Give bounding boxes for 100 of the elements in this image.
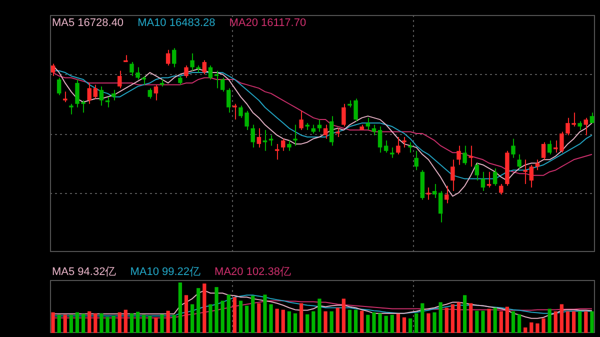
bar [408, 318, 412, 333]
bar [69, 314, 74, 333]
bar [493, 308, 497, 333]
bar [584, 311, 588, 333]
bar [487, 308, 491, 333]
bar [63, 314, 67, 333]
bar [172, 314, 176, 333]
bar [238, 300, 243, 333]
bar [281, 310, 285, 333]
bar [166, 310, 170, 333]
bar [524, 327, 528, 333]
candlestick [142, 75, 146, 86]
bar [590, 311, 594, 333]
bar [112, 316, 116, 333]
bar [475, 310, 479, 333]
bar [572, 311, 576, 333]
bar [178, 282, 182, 333]
bar [214, 287, 218, 333]
bar [348, 310, 352, 333]
bar [81, 314, 86, 333]
bar [366, 314, 370, 333]
bar [88, 311, 92, 333]
bar [202, 284, 206, 333]
bar [142, 314, 146, 333]
bar [536, 323, 540, 333]
bar [360, 310, 364, 333]
bar [390, 314, 394, 333]
bar [299, 303, 304, 333]
bar [208, 304, 212, 333]
bar [318, 298, 322, 333]
bar [481, 310, 485, 333]
bar [100, 313, 104, 333]
bar [505, 306, 510, 333]
bar [51, 312, 55, 333]
bar [287, 311, 292, 333]
bar [226, 294, 230, 333]
bar [257, 303, 261, 333]
bar [306, 314, 310, 333]
bar [530, 322, 534, 333]
candlestick [468, 145, 473, 168]
bar [438, 302, 442, 333]
bar [566, 311, 570, 333]
text: MA20 102.38亿 [214, 266, 291, 278]
bar [426, 313, 430, 333]
bar [462, 295, 467, 333]
bar [148, 316, 152, 333]
bar [578, 311, 582, 333]
bar [444, 308, 448, 333]
bar [160, 314, 164, 333]
bar [432, 312, 436, 333]
bar [154, 317, 158, 333]
bar [136, 312, 140, 333]
bar [414, 313, 418, 333]
bar [275, 308, 279, 333]
bar [499, 311, 503, 333]
text: MA5 16728.40 [52, 17, 124, 29]
candlestick [232, 103, 237, 120]
bar [293, 313, 298, 333]
bar [184, 295, 188, 333]
bar [57, 314, 61, 333]
bar [542, 318, 546, 333]
bar [324, 311, 328, 333]
bar [94, 313, 98, 333]
bar [560, 304, 564, 333]
bar [396, 314, 400, 333]
bar [244, 306, 249, 333]
bar [342, 298, 346, 333]
bar [263, 294, 267, 333]
bar [420, 303, 424, 333]
bar [450, 304, 455, 333]
bar [384, 316, 388, 333]
bar [511, 311, 516, 333]
bar [106, 316, 110, 333]
bar [354, 310, 358, 333]
bar [124, 310, 128, 333]
candlestick [408, 142, 412, 154]
bar [336, 308, 340, 333]
bar [548, 308, 552, 333]
text: MA20 16117.70 [229, 17, 306, 29]
bar [312, 311, 316, 333]
candlestick [293, 124, 298, 146]
bar [251, 296, 255, 333]
candlestick [390, 146, 394, 158]
bar [75, 312, 80, 333]
bar [269, 304, 273, 333]
bar [220, 300, 224, 333]
bar [372, 312, 376, 333]
candlestick [69, 103, 74, 115]
bar [402, 317, 406, 333]
candlestick [523, 159, 528, 185]
bar [232, 297, 237, 333]
text: MA10 99.22亿 [130, 266, 201, 278]
bar [130, 313, 134, 333]
bar [469, 303, 473, 333]
text: MA10 16483.28 [138, 17, 216, 29]
bar [554, 311, 558, 333]
bar [330, 311, 334, 333]
bar [118, 312, 122, 333]
text: MA5 94.32亿 [52, 266, 116, 278]
bar [378, 313, 382, 333]
